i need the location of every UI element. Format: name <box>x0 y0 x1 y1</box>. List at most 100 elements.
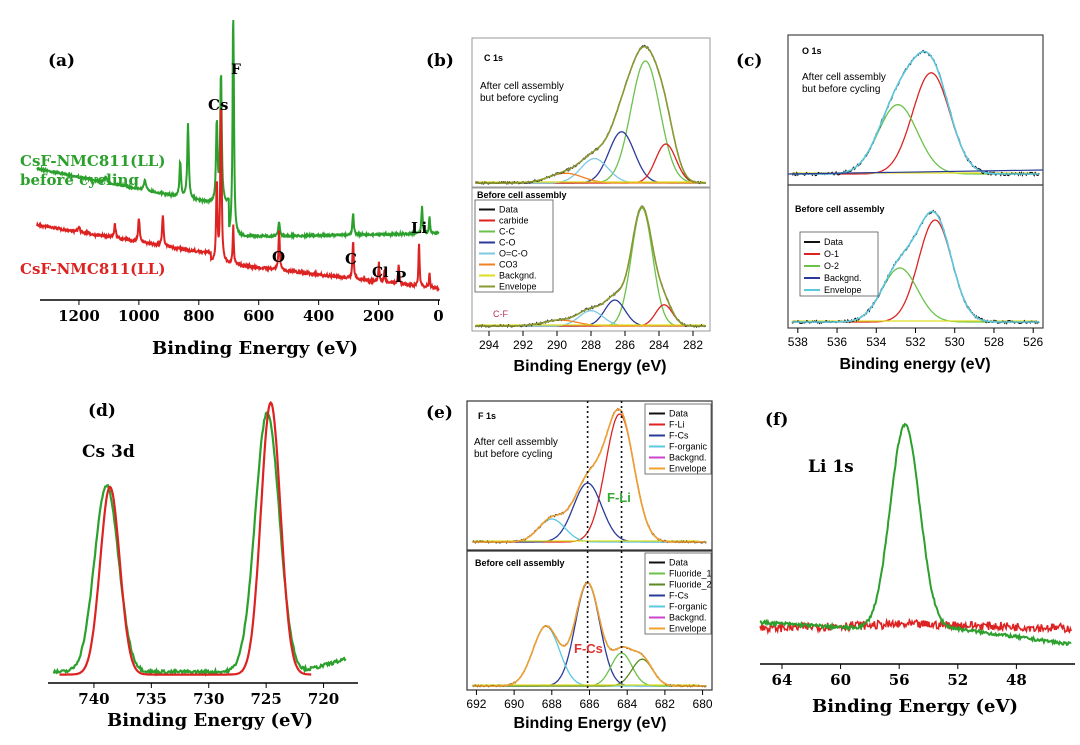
li1s-red-curve <box>759 617 1072 636</box>
tick-label: 538 <box>788 335 808 349</box>
peak-label-o: O <box>272 248 285 266</box>
peak-label-cl: Cl <box>372 265 388 281</box>
series-label-red: CsF-NMC811(LL) <box>20 260 165 278</box>
tick-label: 0 <box>433 307 443 325</box>
panel-e-xlabel: Binding Energy (eV) <box>514 715 667 732</box>
tick-label: 800 <box>183 307 214 325</box>
legend-entry: C-O <box>499 238 516 248</box>
tick-label: 720 <box>308 690 339 708</box>
li1s-green-curve <box>759 422 1072 647</box>
panel-e-top-frame <box>466 400 713 551</box>
tick-label: 48 <box>1006 671 1027 689</box>
panel-c-xlabel: Binding energy (eV) <box>839 356 990 373</box>
panel-b-top-frame <box>471 37 711 188</box>
panel-a-letter: (a) <box>48 51 75 71</box>
legend-entry: Envelope <box>824 285 862 295</box>
legend-entry: O=C-O <box>499 249 528 259</box>
legend-box <box>474 199 554 293</box>
legend-entry: C-C <box>499 227 515 237</box>
panel-d-letter: (d) <box>88 401 116 421</box>
panel-a-ticks: 1200 1000 800 600 400 200 0 <box>58 300 444 325</box>
tick-label: 680 <box>693 697 713 711</box>
tick-label: 292 <box>513 338 533 352</box>
panel-b-curves <box>474 44 707 329</box>
panel-d-title: Cs 3d <box>82 442 135 462</box>
component-curve <box>791 104 1040 175</box>
data-curve <box>475 44 706 185</box>
legend-entry: carbide <box>499 216 529 226</box>
background-line-top <box>787 169 1044 175</box>
legend-entry: Backgnd. <box>824 273 862 283</box>
tick-label: 200 <box>363 307 394 325</box>
panel-e: (e) F 1s After cell assembly but before … <box>426 400 713 732</box>
tick-label: 682 <box>655 697 675 711</box>
panel-f-ticks: 64 60 56 52 48 <box>772 664 1027 689</box>
legend-entry: Data <box>824 237 843 247</box>
panel-e-top-note-1: After cell assembly <box>474 437 558 448</box>
tick-label: 290 <box>547 338 567 352</box>
panel-e-curves <box>472 401 707 690</box>
panel-b-letter: (b) <box>426 51 454 71</box>
legend-box <box>644 403 712 475</box>
panel-b-xlabel: Binding Energy (eV) <box>514 358 667 375</box>
legend-entry: Data <box>669 558 688 568</box>
tick-label: 690 <box>504 697 524 711</box>
panel-e-fcs-label: F-Cs <box>574 641 603 656</box>
component-curve <box>475 143 706 184</box>
legend-entry: F-Cs <box>669 591 689 601</box>
panel-b-cf-label: C-F <box>493 309 508 319</box>
legend-entry: Envelope <box>669 464 707 474</box>
component-curve <box>472 652 707 687</box>
series-label-green: CsF-NMC811(LL) <box>20 152 165 170</box>
envelope-curve <box>475 45 706 184</box>
panel-c-bottom-title: Before cell assembly <box>795 204 885 214</box>
panel-a-xlabel: Binding Energy (eV) <box>152 338 358 359</box>
tick-label: 286 <box>615 338 635 352</box>
peak-label-p: P <box>395 268 406 286</box>
panel-e-letter: (e) <box>426 403 453 423</box>
tick-label: 1000 <box>118 307 160 325</box>
legend-entry: CO3 <box>499 260 518 270</box>
tick-label: 684 <box>617 697 637 711</box>
legend-entry: Backgnd. <box>669 613 707 623</box>
panel-b-top-note-1: After cell assembly <box>480 81 564 92</box>
envelope-curve <box>791 50 1040 175</box>
panel-d: (d) Cs 3d 740 735 730 725 720 Binding Energy… <box>48 400 358 731</box>
panel-e-fli-label: F-Li <box>607 490 631 505</box>
panel-b-top-note-2: but before cycling <box>480 93 558 104</box>
tick-label: 730 <box>193 690 224 708</box>
panel-f-title: Li 1s <box>808 457 854 477</box>
component-curve <box>472 518 707 543</box>
panel-c-top-note-1: After cell assembly <box>802 72 886 83</box>
panel-c: (c) O 1s After cell assembly but before … <box>736 34 1044 373</box>
cs3d-green-curve <box>52 411 347 678</box>
legend-entry: F-organic <box>669 442 708 452</box>
tick-label: 282 <box>683 338 703 352</box>
tick-label: 526 <box>1023 335 1043 349</box>
panel-b-top-title: C 1s <box>484 53 503 63</box>
tick-label: 1200 <box>58 307 100 325</box>
legend-box <box>644 552 712 635</box>
component-curve <box>475 299 706 327</box>
data-curve <box>791 49 1040 177</box>
tick-label: 400 <box>303 307 334 325</box>
envelope-curve <box>475 205 706 327</box>
envelope-curve <box>472 408 707 543</box>
panel-e-ticks: 692 690 688 686 684 682 680 <box>466 690 713 711</box>
peak-label-f: F <box>231 62 241 78</box>
tick-label: 534 <box>866 335 886 349</box>
tick-label: 60 <box>830 671 851 689</box>
component-curve <box>472 658 707 687</box>
peak-label-li: Li <box>411 219 428 237</box>
panel-b-ticks: 294 292 290 288 286 284 282 <box>479 331 703 352</box>
panel-b-legend: DatacarbideC-CC-OO=C-OCO3Backgnd.Envelop… <box>474 199 554 293</box>
legend-entry: F-Cs <box>669 431 689 441</box>
panel-d-curves <box>52 400 347 678</box>
legend-entry: Data <box>499 205 518 215</box>
panel-e-bottom-title: Before cell assembly <box>475 558 565 568</box>
tick-label: 725 <box>250 690 281 708</box>
tick-label: 735 <box>136 690 167 708</box>
panel-c-ticks: 538 536 534 532 530 528 526 <box>788 328 1044 349</box>
tick-label: 740 <box>78 690 109 708</box>
